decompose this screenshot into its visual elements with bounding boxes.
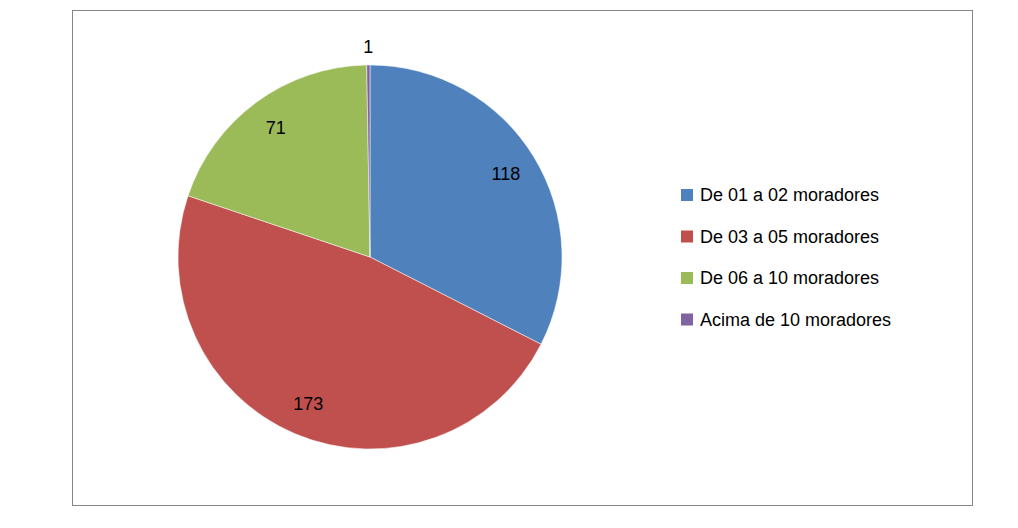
legend-label: De 03 a 05 moradores: [700, 227, 879, 247]
pie-slice: [188, 65, 370, 257]
legend-label: De 06 a 10 moradores: [700, 268, 879, 288]
pie-slice: [367, 65, 370, 257]
data-label: 1: [363, 37, 373, 57]
chart: 118 173 71 1 De 01 a 02 moradores De 03 a 05 …: [0, 0, 1018, 528]
pie: [178, 65, 562, 449]
legend-swatch: [681, 189, 693, 201]
legend-swatch: [681, 272, 693, 284]
chart-frame: [73, 11, 973, 506]
data-label: 118: [492, 164, 521, 184]
chart-root: 118 173 71 1 De 01 a 02 moradores De 03 a 05 …: [0, 0, 1018, 528]
legend-swatch: [681, 231, 693, 243]
legend-swatch: [681, 314, 693, 326]
data-label: 71: [266, 118, 286, 138]
legend: De 01 a 02 moradores De 03 a 05 moradores…: [681, 185, 891, 330]
legend-label: Acima de 10 moradores: [700, 310, 891, 330]
data-labels: 118 173 71 1: [266, 37, 520, 414]
data-label: 173: [293, 394, 323, 414]
legend-label: De 01 a 02 moradores: [700, 185, 879, 205]
